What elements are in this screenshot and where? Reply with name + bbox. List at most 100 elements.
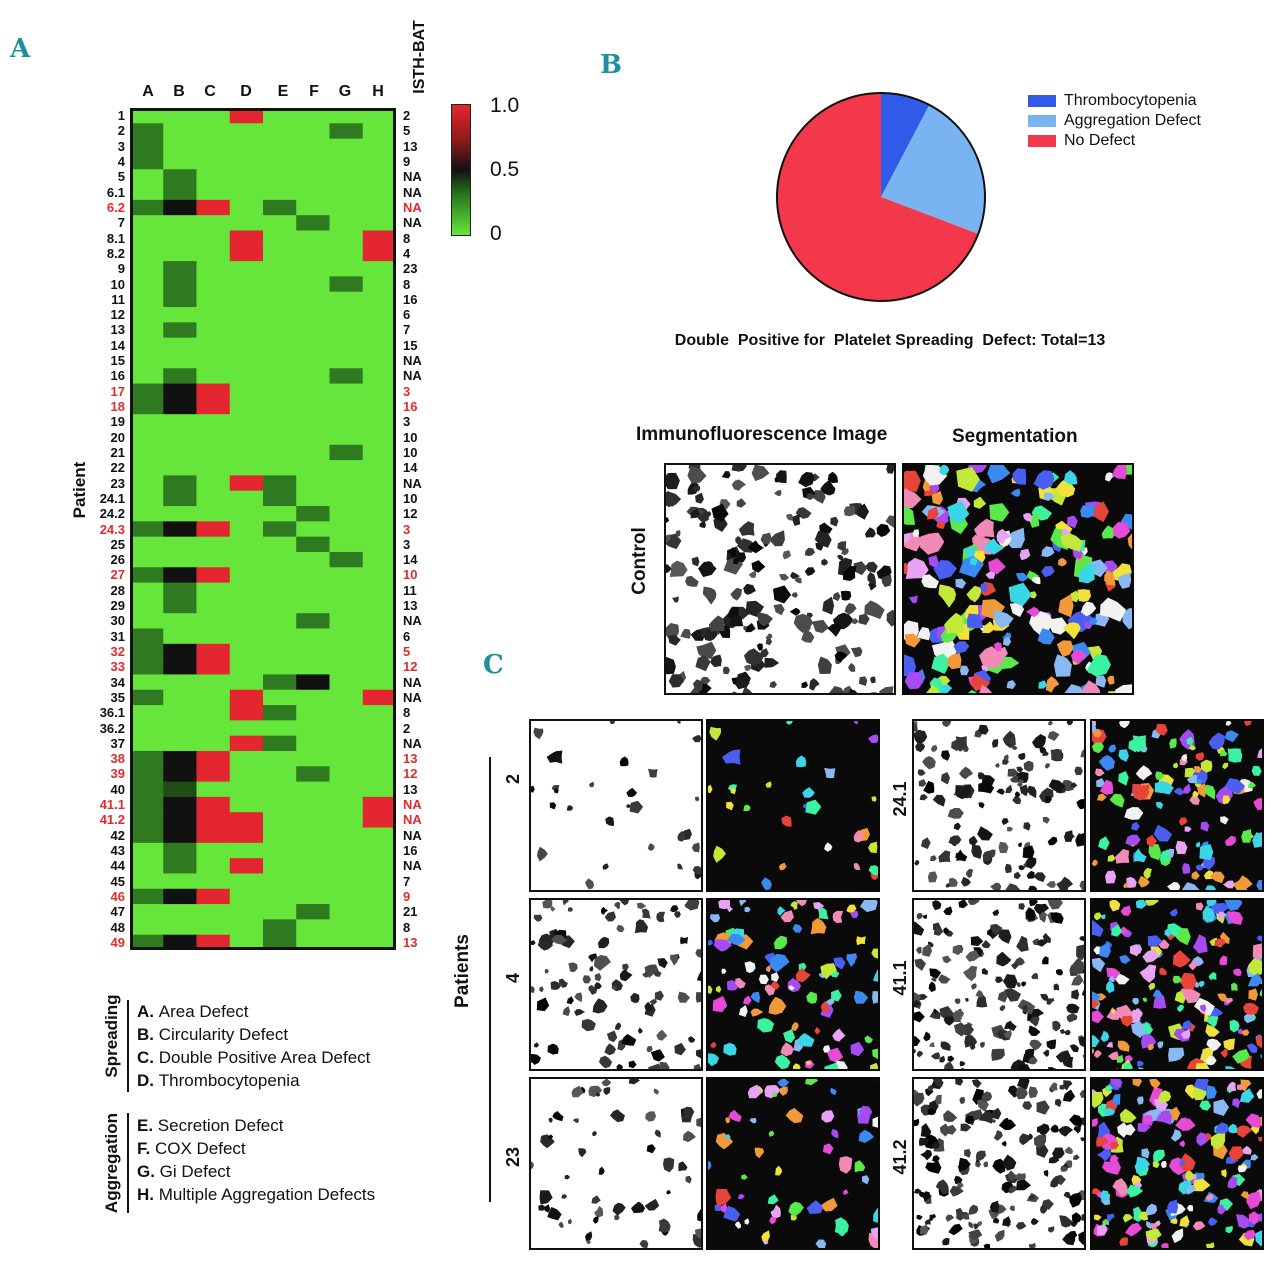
patient-row-label: 4 <box>117 154 125 170</box>
heatmap-cell <box>229 582 264 599</box>
legend-item: B. Circularity Defect <box>137 1025 289 1044</box>
segmented-platelet <box>765 965 771 973</box>
heatmap-cell <box>329 567 364 584</box>
segmented-platelet <box>853 862 861 870</box>
segmented-platelet <box>1208 1217 1218 1226</box>
segmented-platelet <box>1080 601 1097 617</box>
segmented-platelet <box>1023 512 1032 522</box>
segmented-platelet <box>1227 1123 1238 1134</box>
segmented-platelet <box>1195 864 1204 871</box>
heatmap-cell <box>130 842 164 859</box>
segmented-platelet <box>1234 1125 1253 1138</box>
platelet-mark <box>983 1243 991 1248</box>
platelet-mark <box>666 472 680 490</box>
segmented-platelet <box>1192 934 1208 954</box>
segmented-platelet <box>921 574 939 589</box>
platelet-mark <box>551 934 568 945</box>
segmented-platelet <box>824 842 833 852</box>
segmented-platelet <box>1063 470 1078 485</box>
legend-swatch <box>1028 94 1056 107</box>
segmented-platelet <box>1222 762 1229 770</box>
platelet-mark <box>1076 798 1084 810</box>
heatmap-cell <box>329 689 364 706</box>
heatmap-cell <box>263 383 297 400</box>
segmented-platelet <box>1237 1084 1244 1091</box>
platelet-mark <box>704 629 718 642</box>
platelet-mark <box>1048 779 1066 793</box>
segmented-platelet <box>765 781 772 788</box>
platelet-mark <box>710 654 722 668</box>
platelet-mark <box>588 953 598 963</box>
segmented-platelet <box>773 935 788 950</box>
segmented-platelet <box>1002 636 1012 647</box>
heatmap-cell <box>163 536 197 553</box>
pie-chart <box>776 92 986 302</box>
heatmap-cell <box>329 108 364 124</box>
platelet-mark <box>736 498 747 508</box>
isth-bat-value: 9 <box>403 154 411 170</box>
heatmap-cell <box>196 659 231 675</box>
platelet-mark <box>674 1042 686 1056</box>
platelet-mark <box>567 1218 572 1225</box>
heatmap-column-header: F <box>309 83 319 100</box>
platelet-mark <box>748 570 757 578</box>
isth-bat-value: 12 <box>403 766 418 782</box>
segmented-platelet <box>846 904 857 913</box>
platelet-mark <box>870 676 876 684</box>
platelet-mark <box>961 876 971 887</box>
platelet-mark <box>918 779 927 787</box>
heatmap-cell <box>229 628 264 645</box>
heatmap-cell <box>196 337 231 354</box>
heatmap-cell <box>163 368 197 385</box>
heatmap-cell <box>130 261 164 277</box>
isth-bat-value: NA <box>403 812 422 828</box>
platelet-mark <box>666 516 670 523</box>
segmented-platelet <box>744 1218 750 1225</box>
heatmap-cell <box>362 842 396 859</box>
segmented-platelet <box>870 1062 878 1069</box>
segmented-platelet <box>868 841 878 854</box>
segmented-platelet <box>1225 778 1246 794</box>
segmented-platelet <box>993 610 1014 629</box>
segmented-platelet <box>1196 902 1204 911</box>
heatmap-cell <box>130 414 164 430</box>
heatmap-cell <box>163 414 197 430</box>
heatmap-cell <box>163 873 197 890</box>
platelet-mark <box>585 1231 593 1241</box>
segmented-platelet <box>1205 1085 1217 1100</box>
isth-bat-value: 23 <box>403 261 418 277</box>
heatmap-cell <box>163 659 197 675</box>
heatmap-cell <box>229 567 264 584</box>
control-label: Control <box>629 527 650 595</box>
isth-bat-value: 8 <box>403 276 411 292</box>
segmented-platelet <box>1077 589 1091 602</box>
segmented-platelet <box>1200 1047 1214 1063</box>
platelet-mark <box>666 656 676 675</box>
heatmap-cell <box>329 582 364 599</box>
heatmap-cell <box>263 551 297 568</box>
segmented-platelet <box>1004 527 1025 549</box>
heatmap-cell <box>229 429 264 446</box>
platelet-mark <box>1007 1170 1016 1181</box>
platelet-mark <box>1027 785 1037 799</box>
segmented-platelet <box>959 556 985 578</box>
platelet-mark <box>589 965 594 972</box>
segmented-platelet <box>862 1175 870 1185</box>
segmented-platelet <box>1199 1004 1207 1013</box>
platelet-mark <box>773 604 785 616</box>
heatmap-cell <box>229 322 264 339</box>
platelet-mark <box>955 1207 965 1221</box>
patient-row-label: 36.2 <box>99 720 125 736</box>
platelet-mark <box>1078 1231 1084 1246</box>
segmented-platelet <box>790 901 798 910</box>
segmented-platelet <box>1135 900 1147 909</box>
platelet-mark <box>1070 782 1078 788</box>
segmented-platelet <box>1199 1100 1212 1111</box>
platelet-mark <box>1079 880 1084 890</box>
platelet-mark <box>695 492 704 504</box>
pie-slice <box>881 93 930 197</box>
segmented-platelet <box>810 918 827 935</box>
platelet-mark <box>1040 1205 1048 1214</box>
platelet-mark <box>1019 1133 1031 1146</box>
heatmap-cell <box>263 689 297 706</box>
